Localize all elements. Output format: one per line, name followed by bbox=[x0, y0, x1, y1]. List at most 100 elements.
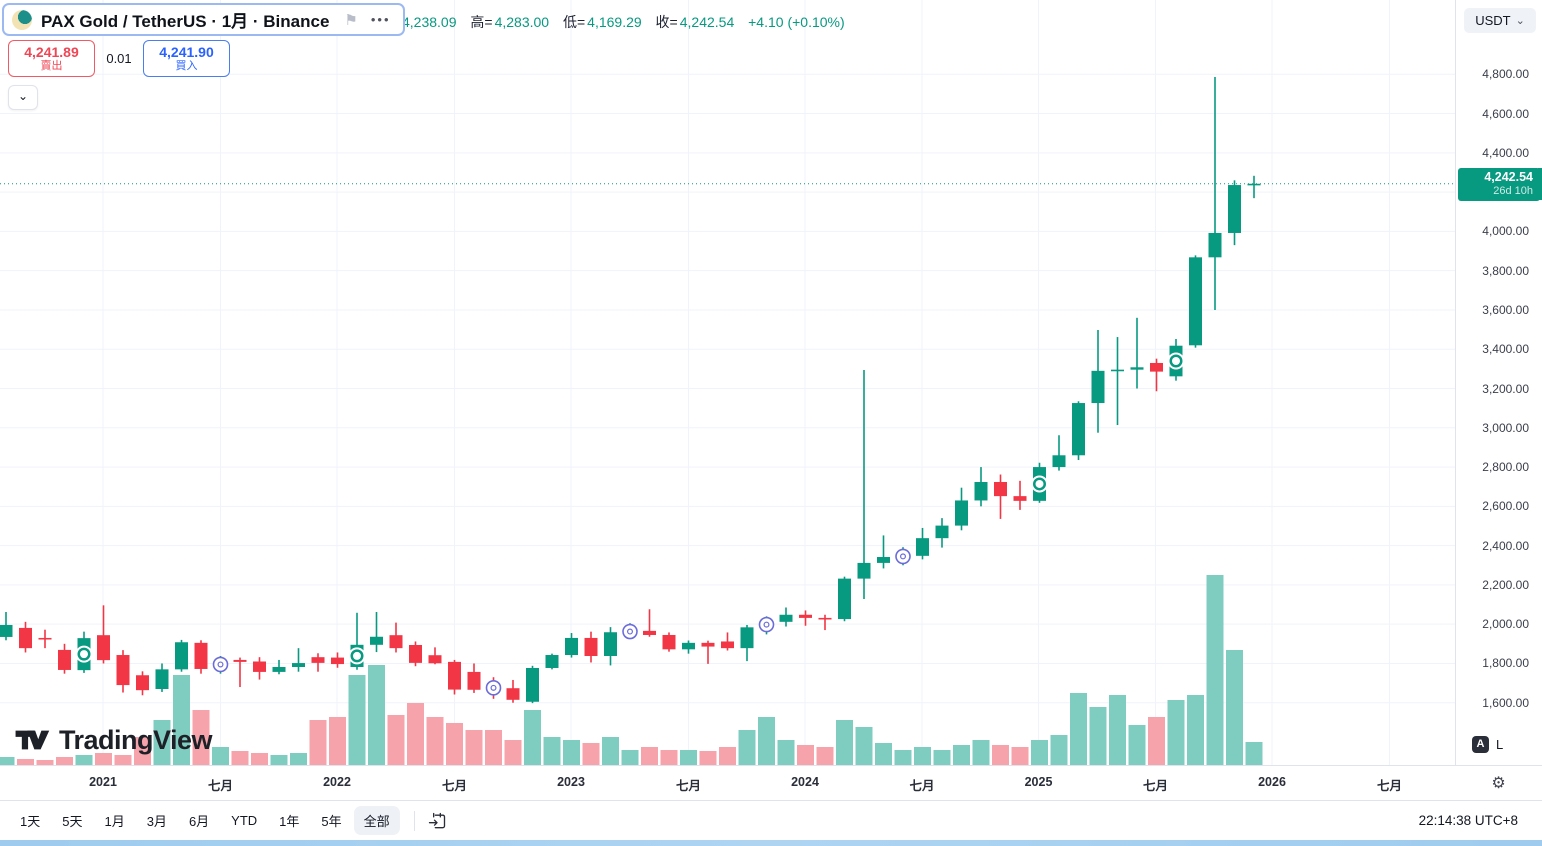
event-marker-icon bbox=[1172, 357, 1180, 366]
candle-body bbox=[311, 657, 325, 663]
price-tick-label: 2,600.00 bbox=[1482, 499, 1529, 514]
volume-bar bbox=[699, 751, 717, 765]
candlestick-chart[interactable] bbox=[0, 0, 1455, 765]
candle-body bbox=[370, 636, 383, 645]
symbol-search-button[interactable]: PAX Gold / TetherUS · 1月 · Binance ⚑ ••• bbox=[2, 3, 405, 36]
candle-body bbox=[272, 666, 286, 672]
candle-body bbox=[643, 630, 656, 635]
price-tick-label: 3,200.00 bbox=[1482, 381, 1529, 396]
event-marker-icon bbox=[895, 548, 911, 565]
flag-icon[interactable]: ⚑ bbox=[344, 11, 358, 29]
range-button-5天[interactable]: 5天 bbox=[62, 814, 83, 829]
candle-body bbox=[1052, 455, 1066, 468]
candle-body bbox=[721, 641, 734, 649]
price-tick-label: 2,200.00 bbox=[1482, 577, 1529, 592]
range-button-YTD[interactable]: YTD bbox=[231, 813, 258, 828]
volume-bar bbox=[173, 675, 190, 765]
chevron-down-icon: ⌄ bbox=[17, 89, 29, 103]
log-scale-button[interactable]: L bbox=[1496, 737, 1504, 752]
volume-bar bbox=[192, 710, 210, 765]
event-marker-icon bbox=[353, 651, 361, 660]
price-scale[interactable]: USDT ⌄ 4,800.00 4,600.00 4,400.00 4,000.00 3… bbox=[1455, 0, 1542, 765]
range-button-3月[interactable]: 3月 bbox=[146, 814, 167, 829]
buy-label: 買入 bbox=[175, 60, 198, 72]
candle-body bbox=[233, 659, 247, 662]
buy-button[interactable]: 4,241.90 買入 bbox=[143, 40, 230, 77]
trade-panel: 4,241.89 賣出 0.01 4,241.90 買入 bbox=[8, 40, 230, 77]
sell-button[interactable]: 4,241.89 賣出 bbox=[8, 40, 95, 77]
tradingview-watermark: TradingView bbox=[14, 724, 213, 756]
auto-scale-button[interactable]: A bbox=[1472, 736, 1489, 753]
currency-selector[interactable]: USDT ⌄ bbox=[1464, 8, 1536, 33]
volume-bar bbox=[1187, 695, 1204, 765]
time-tick-label: 七月 bbox=[1376, 779, 1403, 793]
go-to-date-button[interactable] bbox=[427, 811, 447, 831]
candle-body bbox=[428, 655, 442, 664]
volume-bar bbox=[875, 743, 892, 765]
volume-bar bbox=[992, 745, 1009, 765]
volume-bar bbox=[1226, 650, 1243, 765]
candle-body bbox=[740, 627, 754, 649]
price-tick-label: 4,000.00 bbox=[1482, 224, 1529, 239]
sell-price: 4,241.89 bbox=[24, 44, 79, 60]
candle-body bbox=[1130, 367, 1144, 370]
more-menu-icon[interactable]: ••• bbox=[370, 12, 391, 27]
volume-bar bbox=[368, 665, 385, 765]
volume-bar bbox=[231, 751, 249, 765]
candle-body bbox=[779, 614, 793, 622]
candle-body bbox=[0, 624, 13, 637]
volume-bar bbox=[777, 740, 795, 765]
price-tick-label: 1,800.00 bbox=[1482, 656, 1529, 671]
chart-canvas[interactable] bbox=[0, 0, 1455, 765]
range-button-1天[interactable]: 1天 bbox=[20, 814, 41, 829]
low-value: 4,169.29 bbox=[587, 14, 642, 30]
volume-bar bbox=[680, 750, 697, 765]
range-button-全部[interactable]: 全部 bbox=[353, 806, 400, 835]
time-scale[interactable]: 2021 七月 2022 七月 2023 七月 2024 七月 2025 七月 2026 七月 bbox=[0, 765, 1455, 800]
volume-bar bbox=[1148, 717, 1165, 765]
time-tick-label: 七月 bbox=[441, 779, 468, 793]
volume-bar bbox=[348, 675, 366, 765]
event-marker-icon bbox=[899, 553, 906, 560]
sell-label: 賣出 bbox=[40, 60, 63, 72]
candle-body bbox=[58, 649, 71, 670]
time-tick-label: 七月 bbox=[675, 779, 702, 793]
event-marker-icon bbox=[1035, 479, 1044, 488]
volume-bar bbox=[621, 750, 639, 765]
candle-body bbox=[682, 642, 695, 650]
watermark-label: TradingView bbox=[59, 724, 213, 755]
event-marker-icon bbox=[80, 650, 88, 659]
gear-icon[interactable]: ⚙ bbox=[1491, 775, 1506, 792]
volume-bar bbox=[953, 745, 970, 765]
scale-buttons: A L bbox=[1472, 736, 1503, 753]
calendar-goto-icon bbox=[428, 812, 445, 828]
event-marker-icon bbox=[217, 661, 224, 668]
volume-bar bbox=[1031, 740, 1048, 765]
volume-bar bbox=[309, 720, 327, 765]
candle-body bbox=[799, 614, 812, 618]
price-tick-label: 3,000.00 bbox=[1482, 420, 1529, 435]
candle-body bbox=[292, 663, 305, 667]
volume-bar bbox=[36, 760, 54, 765]
volume-bar bbox=[582, 743, 600, 765]
collapse-panel-button[interactable]: ⌄ bbox=[8, 85, 38, 110]
volume-bar bbox=[1109, 695, 1126, 765]
range-button-5年[interactable]: 5年 bbox=[321, 814, 342, 829]
candle-body bbox=[877, 557, 890, 563]
candle-body bbox=[194, 642, 208, 669]
range-button-1月[interactable]: 1月 bbox=[104, 814, 125, 829]
event-marker-icon bbox=[75, 645, 93, 663]
range-button-6月[interactable]: 6月 bbox=[188, 814, 210, 829]
volume-bar bbox=[543, 737, 561, 765]
event-marker-icon bbox=[212, 656, 229, 673]
candle-body bbox=[1247, 183, 1261, 186]
range-button-1年[interactable]: 1年 bbox=[279, 814, 300, 829]
volume-bar bbox=[329, 717, 346, 765]
time-tick-label: 2024 bbox=[791, 775, 819, 789]
volume-bar bbox=[1206, 575, 1224, 765]
candle-body bbox=[136, 675, 149, 691]
close-label: 收= bbox=[655, 14, 678, 30]
change-value: +4.10 (+0.10%) bbox=[748, 14, 845, 30]
volume-bar bbox=[816, 747, 834, 765]
bar-countdown: 26d 10h bbox=[1493, 184, 1533, 197]
